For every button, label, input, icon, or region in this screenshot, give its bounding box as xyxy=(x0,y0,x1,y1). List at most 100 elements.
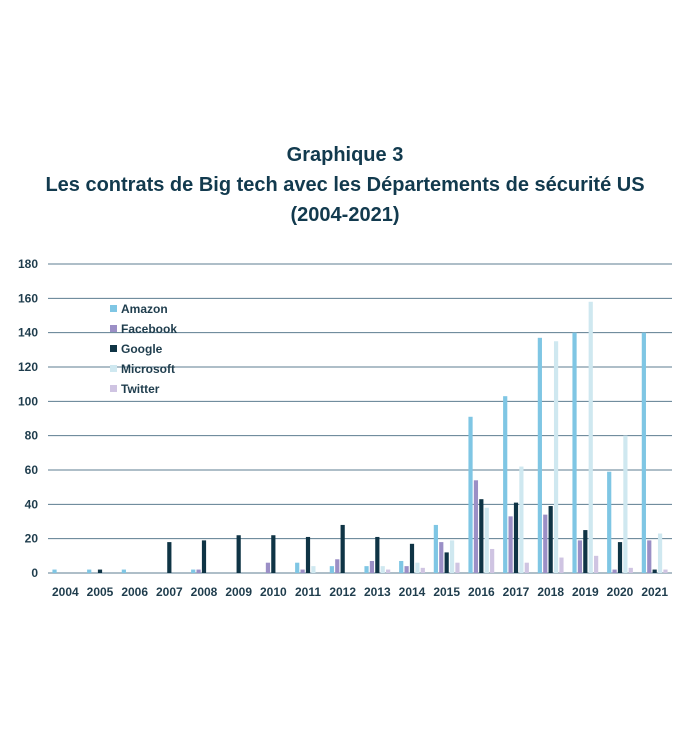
bar-amazon-2015 xyxy=(433,524,438,573)
y-tick-label: 80 xyxy=(25,429,39,443)
bar-facebook-2013 xyxy=(369,560,375,573)
bar-microsoft-2015 xyxy=(449,540,455,573)
x-tick-label: 2005 xyxy=(87,585,114,599)
bar-facebook-2012 xyxy=(335,559,340,573)
y-tick-label: 40 xyxy=(25,497,39,511)
x-tick-label: 2013 xyxy=(364,585,391,599)
bar-amazon-2020 xyxy=(607,471,612,573)
bar-twitter-2015 xyxy=(455,562,460,573)
x-tick-label: 2008 xyxy=(191,585,218,599)
bar-microsoft-2014 xyxy=(415,562,420,573)
bar-google-2020 xyxy=(617,542,623,573)
bar-google-2015 xyxy=(444,552,449,573)
chart-subtitle-period: (2004-2021) xyxy=(290,204,400,226)
y-tick-label: 60 xyxy=(25,463,39,477)
bar-facebook-2015 xyxy=(439,542,444,573)
bar-google-2014 xyxy=(409,543,415,573)
bar-amazon-2005 xyxy=(87,569,92,573)
legend-label-twitter: Twitter xyxy=(121,382,160,396)
bar-google-2010 xyxy=(271,535,276,573)
bar-google-2018 xyxy=(548,506,553,573)
bar-facebook-2010 xyxy=(265,562,271,573)
legend-label-amazon: Amazon xyxy=(121,302,168,316)
bar-twitter-2013 xyxy=(386,569,391,573)
bar-facebook-2011 xyxy=(300,569,305,573)
chart-title: Graphique 3 xyxy=(286,144,404,166)
bar-microsoft-2021 xyxy=(657,533,663,573)
bar-google-2019 xyxy=(583,530,588,573)
x-tick-label: 2011 xyxy=(295,585,321,599)
bar-twitter-2021 xyxy=(663,569,668,573)
y-tick-label: 20 xyxy=(25,532,39,546)
x-tick-label: 2004 xyxy=(52,585,79,599)
legend-swatch-google xyxy=(110,345,117,352)
y-tick-label: 0 xyxy=(31,566,38,580)
bar-twitter-2014 xyxy=(420,567,425,573)
y-tick-label: 140 xyxy=(18,326,38,340)
bar-facebook-2019 xyxy=(577,540,583,573)
bar-facebook-2017 xyxy=(508,516,513,573)
bar-amazon-2014 xyxy=(399,560,404,573)
x-tick-label: 2006 xyxy=(121,585,148,599)
y-tick-label: 160 xyxy=(18,291,38,305)
bar-amazon-2012 xyxy=(329,566,334,573)
legend-label-facebook: Facebook xyxy=(121,322,177,336)
bar-google-2021 xyxy=(652,569,657,573)
bar-amazon-2018 xyxy=(537,337,542,573)
x-tick-label: 2007 xyxy=(156,585,183,599)
bar-amazon-2013 xyxy=(364,566,369,573)
bar-microsoft-2019 xyxy=(588,301,593,573)
bar-twitter-2020 xyxy=(628,567,633,573)
bar-microsoft-2020 xyxy=(623,435,628,573)
bar-amazon-2004 xyxy=(52,569,57,573)
bar-google-2007 xyxy=(167,542,172,573)
bar-google-2011 xyxy=(305,536,311,573)
bar-facebook-2016 xyxy=(473,480,479,573)
legend-swatch-facebook xyxy=(110,325,117,332)
x-tick-label: 2015 xyxy=(433,585,460,599)
legend-swatch-twitter xyxy=(110,385,117,392)
y-tick-label: 100 xyxy=(18,394,38,408)
bar-twitter-2017 xyxy=(524,562,529,573)
bar-google-2005 xyxy=(97,569,103,573)
chart-subtitle: Les contrats de Big tech avec les Départ… xyxy=(45,174,645,196)
bar-microsoft-2011 xyxy=(311,566,316,573)
x-tick-label: 2020 xyxy=(607,585,634,599)
bar-facebook-2020 xyxy=(612,569,617,573)
bar-twitter-2016 xyxy=(490,548,495,573)
bar-google-2012 xyxy=(340,524,345,573)
bar-amazon-2008 xyxy=(191,569,196,573)
bar-amazon-2006 xyxy=(121,569,126,573)
legend-label-microsoft: Microsoft xyxy=(121,362,175,376)
bar-facebook-2018 xyxy=(543,514,548,573)
bar-google-2016 xyxy=(479,499,484,573)
bar-amazon-2021 xyxy=(641,332,646,573)
x-tick-label: 2021 xyxy=(641,585,668,599)
x-tick-label: 2017 xyxy=(503,585,530,599)
bar-amazon-2019 xyxy=(572,332,577,573)
bar-twitter-2018 xyxy=(559,557,564,573)
bar-google-2017 xyxy=(513,502,519,573)
bar-facebook-2008 xyxy=(196,569,201,573)
x-tick-label: 2019 xyxy=(572,585,599,599)
bar-amazon-2016 xyxy=(468,416,473,573)
y-tick-label: 180 xyxy=(18,257,38,271)
legend-swatch-amazon xyxy=(110,305,117,312)
bar-microsoft-2016 xyxy=(484,507,489,573)
bar-microsoft-2017 xyxy=(519,466,524,573)
y-tick-label: 120 xyxy=(18,360,38,374)
x-tick-label: 2014 xyxy=(399,585,426,599)
x-tick-label: 2012 xyxy=(329,585,356,599)
bar-microsoft-2018 xyxy=(553,341,559,573)
bar-facebook-2014 xyxy=(404,566,409,573)
legend-swatch-microsoft xyxy=(110,365,117,372)
bar-google-2008 xyxy=(201,540,207,573)
bar-twitter-2019 xyxy=(594,555,599,573)
x-tick-label: 2018 xyxy=(537,585,564,599)
bar-google-2013 xyxy=(375,536,380,573)
bar-facebook-2021 xyxy=(647,540,652,573)
legend-label-google: Google xyxy=(121,342,163,356)
bar-amazon-2011 xyxy=(295,562,300,573)
bar-microsoft-2013 xyxy=(380,566,385,573)
